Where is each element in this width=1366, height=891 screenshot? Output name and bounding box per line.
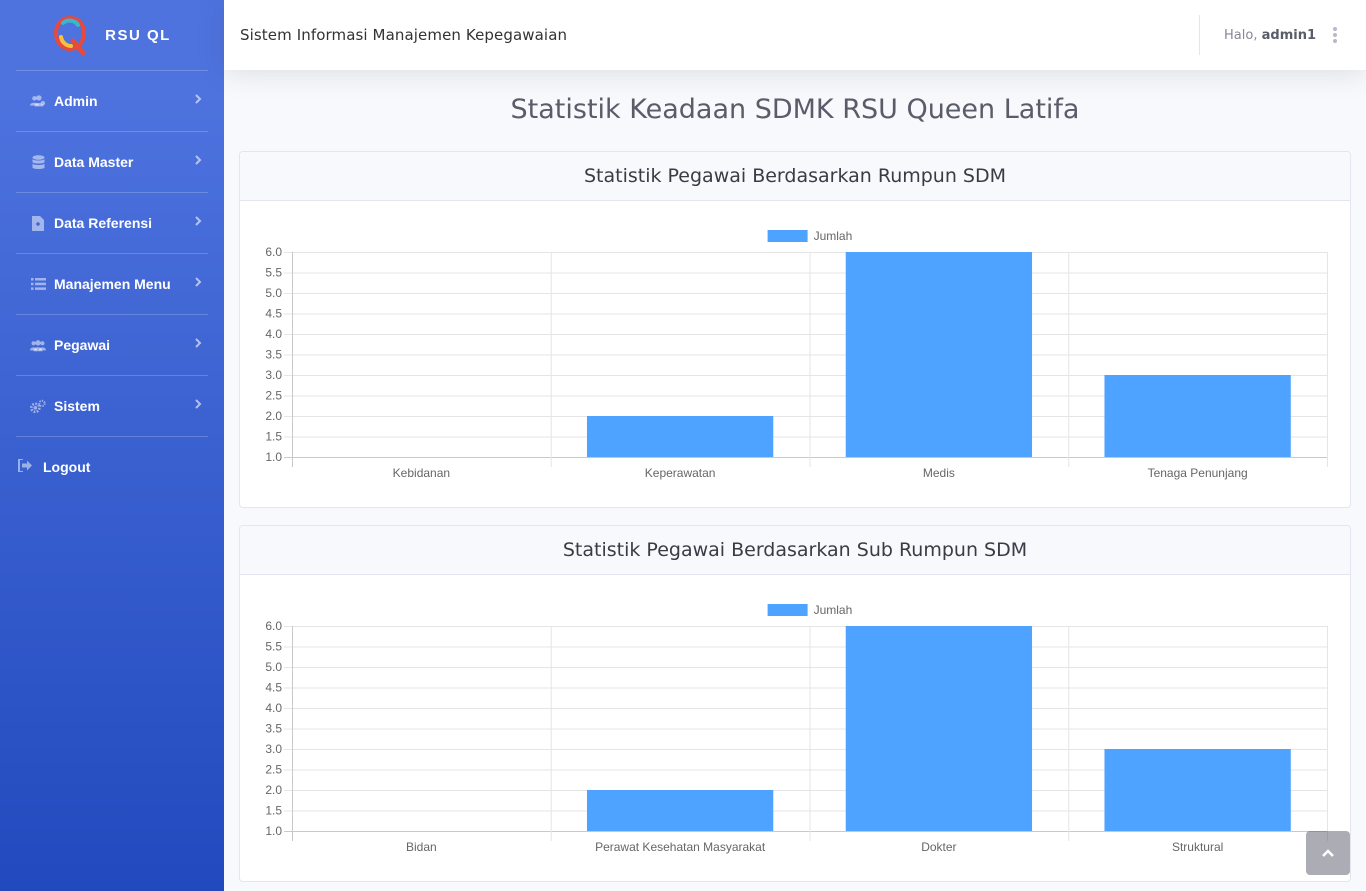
y-tick-label: 4.0 — [265, 327, 282, 341]
main-content: Statistik Keadaan SDMK RSU Queen Latifa … — [224, 70, 1366, 891]
sidebar-item-label: Data Master — [54, 154, 134, 170]
chart-card-header: Statistik Pegawai Berdasarkan Rumpun SDM — [240, 152, 1350, 201]
users-icon — [30, 337, 46, 353]
chevron-right-icon — [195, 277, 202, 287]
y-tick-label: 2.5 — [265, 389, 282, 403]
y-tick-label: 1.0 — [265, 824, 282, 838]
sidebar-divider — [16, 314, 208, 315]
y-tick-label: 5.0 — [265, 286, 282, 300]
scroll-to-top-button[interactable] — [1306, 831, 1350, 875]
topbar: Sistem Informasi Manajemen Kepegawaian H… — [224, 0, 1366, 70]
y-tick-label: 6.0 — [265, 245, 282, 259]
x-tick-label: Struktural — [1172, 840, 1223, 854]
y-tick-label: 1.5 — [265, 804, 282, 818]
sidebar-item-label: Sistem — [54, 398, 100, 414]
legend-label: Jumlah — [814, 603, 853, 617]
x-tick-label: Dokter — [921, 840, 956, 854]
brand-name: RSU QL — [105, 26, 171, 44]
x-tick-label: Tenaga Penunjang — [1148, 466, 1248, 480]
y-tick-label: 4.5 — [265, 307, 282, 321]
y-tick-label: 3.0 — [265, 368, 282, 382]
sidebar-item-sistem[interactable]: Sistem — [0, 376, 224, 436]
sidebar-item-admin[interactable]: Admin — [0, 71, 224, 131]
users-cog-icon — [30, 93, 46, 109]
x-tick-label: Medis — [923, 466, 955, 480]
chevron-up-icon — [1322, 849, 1334, 857]
chevron-right-icon — [195, 216, 202, 226]
chevron-right-icon — [195, 155, 202, 165]
y-tick-label: 4.5 — [265, 681, 282, 695]
y-tick-label: 3.5 — [265, 348, 282, 362]
page-title: Statistik Keadaan SDMK RSU Queen Latifa — [510, 94, 1080, 125]
sidebar-item-label: Admin — [54, 93, 98, 109]
app-title: Sistem Informasi Manajemen Kepegawaian — [240, 26, 568, 44]
legend-label: Jumlah — [814, 229, 853, 243]
chevron-right-icon — [195, 399, 202, 409]
sidebar-item-pegawai[interactable]: Pegawai — [0, 315, 224, 375]
user-dropdown[interactable]: Halo, admin1 — [1199, 0, 1366, 70]
x-tick-label: Kebidanan — [393, 466, 450, 480]
sidebar-item-data-master[interactable]: Data Master — [0, 132, 224, 192]
hospital-logo-icon — [54, 15, 87, 55]
bar-chart-rumpun: Jumlah 6.0 5.5 5.0 4.5 4.0 3.5 3.0 2.5 2.0 1.5 1.0 K… — [265, 229, 1328, 480]
sidebar-item-label: Pegawai — [54, 337, 111, 353]
bar — [845, 252, 1033, 457]
database-icon — [30, 154, 46, 170]
sidebar-divider — [16, 436, 208, 437]
bar — [1104, 749, 1291, 831]
list-icon — [30, 276, 46, 292]
y-tick-label: 4.0 — [265, 701, 282, 715]
y-tick-label: 5.5 — [265, 640, 282, 654]
bar — [586, 416, 774, 457]
chart-card-rumpun: Statistik Pegawai Berdasarkan Rumpun SDM… — [239, 151, 1351, 508]
logout-button[interactable]: Logout — [0, 437, 224, 497]
sign-out-icon — [18, 459, 34, 475]
user-greeting[interactable]: Halo, admin1 — [1224, 28, 1316, 43]
chart-card-sub-rumpun: Statistik Pegawai Berdasarkan Sub Rumpun… — [239, 525, 1351, 882]
legend-swatch — [767, 604, 808, 616]
y-tick-label: 5.0 — [265, 660, 282, 674]
sidebar-divider — [16, 253, 208, 254]
username: admin1 — [1261, 27, 1316, 43]
kebab-menu-icon[interactable] — [1328, 25, 1342, 45]
sidebar-item-label: Manajemen Menu — [54, 276, 171, 292]
bar — [845, 626, 1033, 831]
sidebar-item-manajemen-menu[interactable]: Manajemen Menu — [0, 254, 224, 314]
y-tick-label: 3.0 — [265, 742, 282, 756]
legend-swatch — [767, 230, 808, 242]
chart-card-body: Jumlah 6.0 5.5 5.0 4.5 4.0 3.5 3.0 2.5 2.0 1.5 1.0 K… — [240, 201, 1350, 507]
chevron-right-icon — [195, 94, 202, 104]
bar — [586, 790, 774, 831]
topbar-divider — [1199, 15, 1201, 55]
sidebar-divider — [16, 70, 208, 71]
sidebar-divider — [16, 131, 208, 132]
y-tick-label: 5.5 — [265, 266, 282, 280]
greeting-text: Halo, — [1224, 27, 1258, 43]
sidebar-brand[interactable]: RSU QL — [0, 0, 224, 70]
y-tick-label: 6.0 — [265, 619, 282, 633]
y-tick-label: 1.5 — [265, 430, 282, 444]
sidebar-item-label: Data Referensi — [54, 215, 153, 231]
sidebar: RSU QL Admin Data Master Data Referensi … — [0, 0, 224, 891]
sidebar-item-data-referensi[interactable]: Data Referensi — [0, 193, 224, 253]
y-tick-label: 3.5 — [265, 722, 282, 736]
chart-card-body: Jumlah 6.0 5.5 5.0 4.5 4.0 3.5 3.0 2.5 2.0 1.5 1.0 B… — [240, 575, 1350, 881]
x-tick-label: Perawat Kesehatan Masyarakat — [595, 840, 766, 854]
y-tick-label: 2.0 — [265, 783, 282, 797]
x-tick-label: Keperawatan — [645, 466, 716, 480]
y-tick-label: 2.5 — [265, 763, 282, 777]
chevron-right-icon — [195, 338, 202, 348]
sidebar-divider — [16, 375, 208, 376]
x-tick-label: Bidan — [406, 840, 437, 854]
bar-chart-sub-rumpun: Jumlah 6.0 5.5 5.0 4.5 4.0 3.5 3.0 2.5 2.0 1.5 1.0 B… — [265, 603, 1328, 854]
cogs-icon — [30, 398, 46, 414]
y-tick-label: 2.0 — [265, 409, 282, 423]
sidebar-divider — [16, 192, 208, 193]
bar — [1104, 375, 1291, 457]
y-tick-label: 1.0 — [265, 450, 282, 464]
file-icon — [30, 215, 46, 231]
chart-card-header: Statistik Pegawai Berdasarkan Sub Rumpun… — [240, 526, 1350, 575]
logout-label: Logout — [43, 459, 91, 475]
